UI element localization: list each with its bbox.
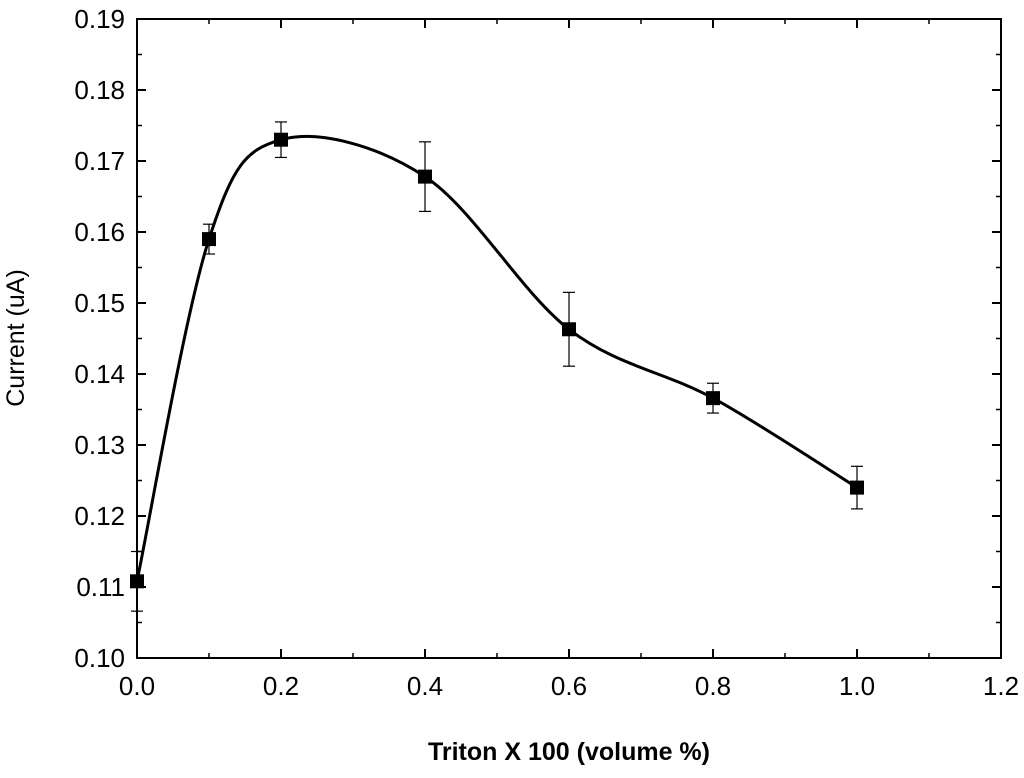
y-axis: 0.10 0.11 0.12 0.13 0.14 0.15 0.16 0.17 0.18 0.19 [74, 4, 1001, 673]
series-curve [135, 135, 858, 582]
x-axis: 0.0 0.2 0.4 0.6 0.8 1.0 1.2 [119, 19, 1019, 701]
y-tick-label: 0.19 [74, 4, 125, 34]
data-point [202, 232, 216, 247]
y-tick-label: 0.16 [74, 217, 125, 247]
data-point [130, 574, 144, 589]
y-tick-label: 0.12 [74, 501, 125, 531]
x-tick-label: 1.2 [983, 671, 1019, 701]
x-tick-label: 1.0 [839, 671, 875, 701]
y-tick-label: 0.13 [74, 430, 125, 460]
x-tick-label: 0.0 [119, 671, 155, 701]
data-point [562, 322, 576, 337]
x-tick-label: 0.6 [551, 671, 587, 701]
y-tick-label: 0.11 [76, 572, 125, 602]
data-marks [130, 121, 864, 612]
data-point [274, 132, 288, 147]
x-axis-title: Triton X 100 (volume %) [428, 738, 710, 766]
y-tick-label: 0.10 [74, 643, 125, 673]
x-tick-label: 0.2 [263, 671, 299, 701]
y-tick-label: 0.15 [74, 288, 125, 318]
y-axis-title: Current (uA) [2, 269, 30, 407]
y-tick-label: 0.14 [74, 359, 125, 389]
data-point [706, 391, 720, 406]
x-tick-label: 0.4 [407, 671, 443, 701]
data-point [850, 480, 864, 495]
y-tick-label: 0.17 [74, 146, 125, 176]
x-tick-label: 0.8 [695, 671, 731, 701]
y-tick-label: 0.18 [74, 75, 125, 105]
data-point [418, 169, 432, 184]
